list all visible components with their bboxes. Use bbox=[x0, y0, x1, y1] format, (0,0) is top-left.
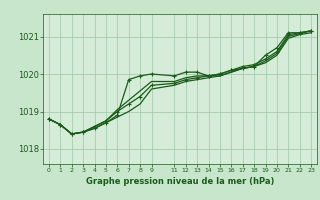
X-axis label: Graphe pression niveau de la mer (hPa): Graphe pression niveau de la mer (hPa) bbox=[86, 177, 274, 186]
